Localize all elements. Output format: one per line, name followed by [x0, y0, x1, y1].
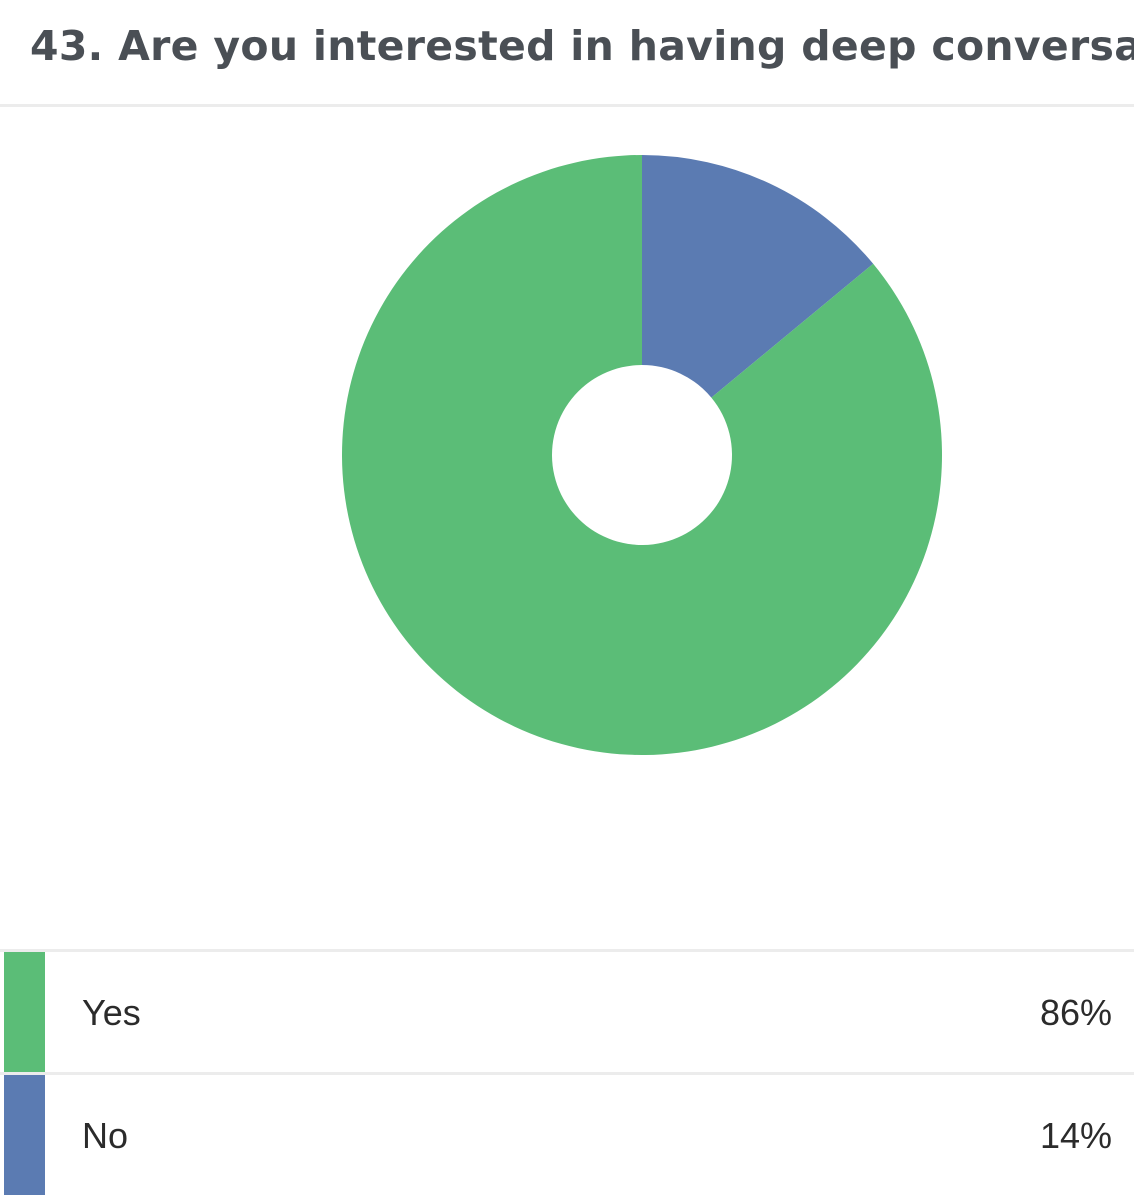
legend-label-yes: Yes — [82, 992, 141, 1033]
legend-value-yes: 86% — [1039, 992, 1112, 1033]
legend-row-no: No 14% — [0, 1075, 1134, 1195]
legend-label-no: No — [82, 1115, 129, 1156]
legend-swatch-yes — [4, 952, 45, 1072]
legend-value-no: 14% — [1039, 1115, 1112, 1156]
question-header: 43. Are you interested in having deep co… — [0, 0, 1134, 107]
legend-table: Yes 86% No 14% — [0, 949, 1134, 1195]
legend-row-yes: Yes 86% — [0, 952, 1134, 1075]
donut-chart-svg — [342, 155, 942, 755]
donut-slice-no — [642, 155, 874, 398]
donut-slice-yes — [342, 155, 942, 755]
legend-swatch-no — [4, 1075, 45, 1195]
question-title: 43. Are you interested in having deep co… — [30, 22, 1134, 70]
donut-chart — [0, 107, 1134, 947]
